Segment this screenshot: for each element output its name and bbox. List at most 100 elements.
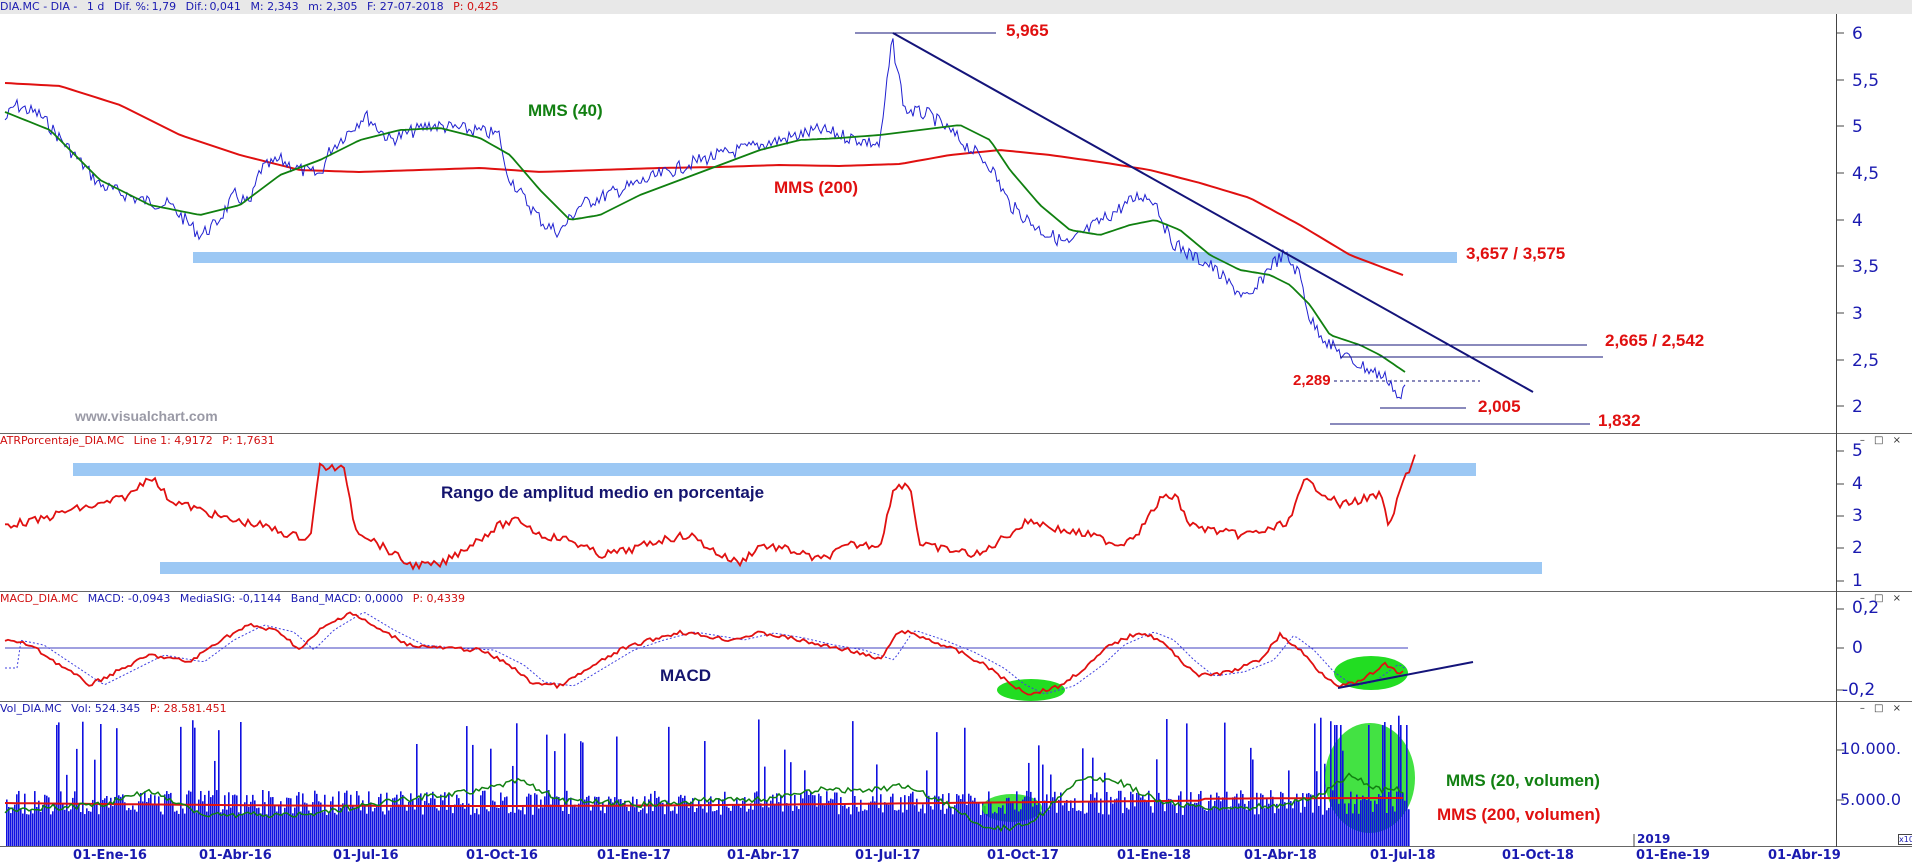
- volume-bar: [348, 811, 350, 846]
- volume-bar: [580, 741, 582, 846]
- volume-bar: [1194, 802, 1196, 846]
- volume-bar: [1266, 797, 1268, 846]
- atr-window-controls[interactable]: – □ ×: [1859, 435, 1904, 446]
- volume-bar: [266, 814, 268, 846]
- volume-bar: [884, 802, 886, 846]
- volume-bar: [872, 796, 874, 846]
- volume-bar: [1144, 799, 1146, 846]
- volume-bar: [420, 793, 422, 846]
- volume-bar: [862, 810, 864, 846]
- volume-bar: [918, 811, 920, 846]
- volume-bar: [430, 798, 432, 846]
- volume-bar: [860, 799, 862, 846]
- volume-bar: [780, 794, 782, 846]
- volume-bar: [468, 803, 470, 846]
- volume-bar: [1096, 792, 1098, 846]
- volume-bar: [366, 813, 368, 846]
- price-ytick: 3,5: [1852, 257, 1880, 277]
- volume-bar: [1274, 813, 1276, 846]
- volume-bar: [246, 795, 248, 846]
- volume-bar: [1370, 800, 1372, 846]
- macd-trendline: [1337, 661, 1474, 689]
- macd-name: MACD_DIA.MC: [0, 592, 79, 605]
- volume-bar: [686, 802, 688, 846]
- volume-bar: [968, 793, 970, 846]
- volume-bar: [1162, 801, 1164, 846]
- price-panel[interactable]: DIA.MC - DIA - 1 d Dif. %: 1,79 Dif.: 0,04…: [0, 0, 1912, 434]
- volume-bar: [1152, 812, 1154, 846]
- volume-bar: [490, 748, 492, 846]
- volume-bar: [136, 811, 138, 846]
- volume-bar: [1192, 803, 1194, 846]
- volume-bar: [622, 803, 624, 846]
- volume-bar: [1376, 804, 1378, 846]
- volume-bar: [164, 794, 166, 846]
- volume-bar: [1116, 798, 1118, 846]
- x-tick: 01-Ene-16: [73, 848, 147, 863]
- volume-bar: [992, 813, 994, 846]
- volume-bar: [568, 813, 570, 846]
- volume-bar: [618, 799, 620, 846]
- volume-bar: [1140, 797, 1142, 846]
- volume-bar: [1122, 813, 1124, 846]
- volume-bar: [1364, 798, 1366, 846]
- vol-window-controls[interactable]: – □ ×: [1859, 703, 1904, 714]
- volume-bar: [844, 804, 846, 846]
- volume-bar: [852, 721, 854, 846]
- volume-bar: [236, 795, 238, 846]
- volume-bar: [1052, 797, 1054, 846]
- volume-bar: [888, 804, 890, 846]
- volume-bar: [786, 803, 788, 846]
- x-tick: 01-Oct-18: [1502, 848, 1574, 863]
- volume-bar: [1142, 794, 1144, 846]
- volume-bar: [1188, 802, 1190, 846]
- volume-bar: [340, 807, 342, 846]
- volume-bar: [630, 802, 632, 846]
- volume-bar: [1030, 791, 1032, 846]
- volume-bar: [112, 806, 114, 846]
- volume-bar: [628, 811, 630, 846]
- volume-bar: [224, 795, 226, 846]
- volume-bar: [372, 811, 374, 846]
- volume-bar: [608, 796, 610, 846]
- volume-bar: [640, 810, 642, 846]
- volume-bar: [656, 797, 658, 846]
- volume-bar: [62, 803, 64, 846]
- volume-bar: [948, 793, 950, 846]
- volume-bar: [44, 794, 46, 846]
- volume-bar: [942, 794, 944, 846]
- volume-bar: [254, 800, 256, 846]
- divider-atr-macd[interactable]: [0, 591, 1912, 592]
- volume-bar: [1382, 725, 1384, 846]
- volume-bar: [1068, 810, 1070, 846]
- divider-price-atr[interactable]: [0, 433, 1912, 434]
- volume-bar: [684, 795, 686, 846]
- volume-bar: [1154, 799, 1156, 846]
- volume-bar: [636, 799, 638, 846]
- volume-bar: [1014, 809, 1016, 846]
- volume-bar: [1360, 800, 1362, 846]
- volume-bar: [958, 795, 960, 846]
- volume-bar: [922, 804, 924, 846]
- volume-bar: [1108, 814, 1110, 846]
- macd-window-controls[interactable]: – □ ×: [1859, 593, 1904, 604]
- volume-bar: [26, 814, 28, 846]
- volume-bar: [1318, 805, 1320, 846]
- volume-bar: [88, 811, 90, 846]
- volume-bar: [102, 799, 104, 846]
- volume-bar: [950, 806, 952, 846]
- volume-bar: [84, 814, 86, 846]
- divider-macd-vol[interactable]: [0, 701, 1912, 702]
- volume-bar: [364, 804, 366, 846]
- volume-bar: [174, 811, 176, 846]
- volume-bar: [1402, 792, 1404, 846]
- volume-bar: [604, 813, 606, 846]
- volume-bar: [866, 810, 868, 846]
- volume-bar: [1106, 791, 1108, 846]
- volume-bar: [1294, 800, 1296, 846]
- volume-bar: [1258, 814, 1260, 846]
- volume-bar: [794, 794, 796, 846]
- volume-bar: [828, 800, 830, 846]
- macd-panel[interactable]: MACD_DIA.MC MACD: -0,0943 MediaSIG: -0,1…: [0, 592, 1912, 702]
